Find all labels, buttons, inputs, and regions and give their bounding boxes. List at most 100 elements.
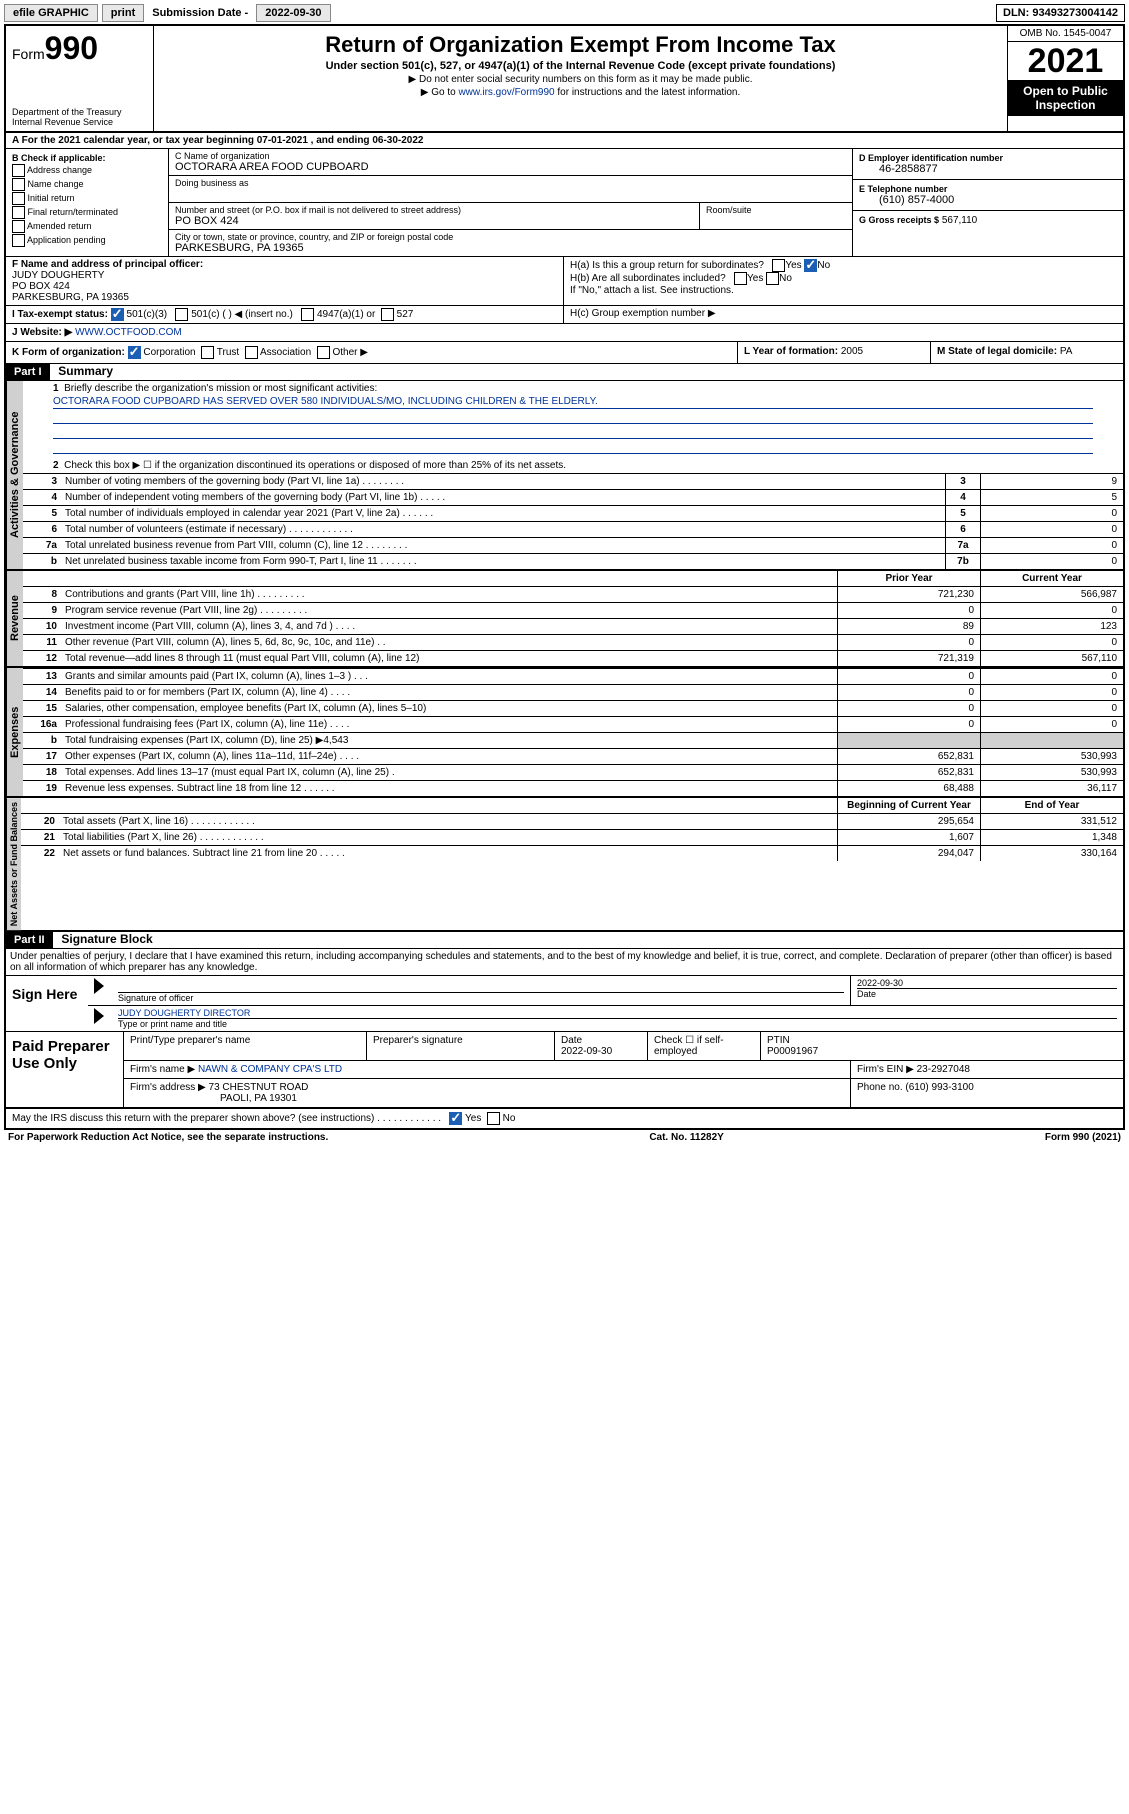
sign-here-block: Sign Here Signature of officer 2022-09-3… (6, 976, 1123, 1032)
hb-question: H(b) Are all subordinates included? Yes … (570, 272, 1117, 285)
sig-name-label: Type or print name and title (118, 1019, 1117, 1029)
irs-label: Internal Revenue Service (12, 117, 147, 127)
principal-officer-label: F Name and address of principal officer: (12, 259, 557, 270)
footer-form: Form 990 (2021) (1045, 1132, 1121, 1143)
line-12: 12 Total revenue—add lines 8 through 11 … (23, 650, 1123, 666)
irs-link[interactable]: www.irs.gov/Form990 (458, 87, 554, 98)
chk-name-change[interactable]: Name change (12, 178, 162, 191)
side-expenses: Expenses (6, 668, 23, 796)
ein-cell: D Employer identification number 46-2858… (853, 149, 1123, 180)
line-15: 15 Salaries, other compensation, employe… (23, 700, 1123, 716)
chk-527[interactable] (381, 308, 394, 321)
gov-line-3: 3 Number of voting members of the govern… (23, 473, 1123, 489)
prep-ptin: PTINP00091967 (761, 1032, 1123, 1060)
chk-501c[interactable] (175, 308, 188, 321)
gov-line-4: 4 Number of independent voting members o… (23, 489, 1123, 505)
gov-line-5: 5 Total number of individuals employed i… (23, 505, 1123, 521)
gross-receipts-cell: G Gross receipts $ 567,110 (853, 211, 1123, 230)
row-j-website: J Website: ▶ WWW.OCTFOOD.COM (6, 324, 1123, 342)
print-button[interactable]: print (102, 4, 144, 22)
line-18: 18 Total expenses. Add lines 13–17 (must… (23, 764, 1123, 780)
col-b-checkboxes: B Check if applicable: Address change Na… (6, 149, 169, 256)
line-16a: 16a Professional fundraising fees (Part … (23, 716, 1123, 732)
hb-no[interactable] (766, 272, 779, 285)
line-20: 20 Total assets (Part X, line 16) . . . … (21, 813, 1123, 829)
chk-amended[interactable]: Amended return (12, 220, 162, 233)
row-klm: K Form of organization: Corporation Trus… (6, 342, 1123, 364)
form-title: Return of Organization Exempt From Incom… (164, 32, 997, 58)
may-irs-no[interactable] (487, 1112, 500, 1125)
prep-date: Date2022-09-30 (555, 1032, 648, 1060)
website-link[interactable]: WWW.OCTFOOD.COM (75, 327, 182, 338)
open-to-public: Open to PublicInspection (1008, 80, 1123, 116)
row-f-h: F Name and address of principal officer:… (6, 257, 1123, 306)
chk-app-pending[interactable]: Application pending (12, 234, 162, 247)
chk-initial-return[interactable]: Initial return (12, 192, 162, 205)
prep-sig-lbl: Preparer's signature (367, 1032, 555, 1060)
ha-yes[interactable] (772, 259, 785, 272)
line-11: 11 Other revenue (Part VIII, column (A),… (23, 634, 1123, 650)
prep-self-emp: Check ☐ if self-employed (648, 1032, 761, 1060)
signer-name[interactable]: JUDY DOUGHERTY DIRECTOR (118, 1008, 250, 1018)
chk-trust[interactable] (201, 346, 214, 359)
line-17: 17 Other expenses (Part IX, column (A), … (23, 748, 1123, 764)
city-cell: City or town, state or province, country… (169, 230, 852, 256)
chk-address-change[interactable]: Address change (12, 164, 162, 177)
omb-number: OMB No. 1545-0047 (1008, 26, 1123, 42)
org-name-cell: C Name of organization OCTORARA AREA FOO… (169, 149, 852, 176)
subdate-value: 2022-09-30 (256, 4, 330, 22)
side-revenue: Revenue (6, 571, 23, 666)
hc-group-exemption: H(c) Group exemption number ▶ (564, 306, 1123, 323)
officer-addr1: PO BOX 424 (12, 281, 557, 292)
line-10: 10 Investment income (Part VIII, column … (23, 618, 1123, 634)
side-governance: Activities & Governance (6, 381, 23, 569)
footer-left: For Paperwork Reduction Act Notice, see … (8, 1132, 328, 1143)
paid-preparer-block: Paid Preparer Use Only Print/Type prepar… (6, 1032, 1123, 1109)
officer-name: JUDY DOUGHERTY (12, 270, 557, 281)
may-irs-discuss: May the IRS discuss this return with the… (6, 1109, 1123, 1128)
gov-line-b: b Net unrelated business taxable income … (23, 553, 1123, 569)
room-suite: Room/suite (699, 203, 852, 229)
note-link: ▶ Go to www.irs.gov/Form990 for instruct… (164, 87, 997, 98)
line-16b: b Total fundraising expenses (Part IX, c… (23, 732, 1123, 748)
arrow-icon (94, 978, 104, 994)
paid-preparer-label: Paid Preparer Use Only (6, 1032, 124, 1107)
ha-question: H(a) Is this a group return for subordin… (570, 259, 1117, 272)
address-cell: Number and street (or P.O. box if mail i… (169, 203, 852, 230)
chk-4947[interactable] (301, 308, 314, 321)
section-net-assets: Net Assets or Fund Balances Beginning of… (6, 798, 1123, 932)
chk-final-return[interactable]: Final return/terminated (12, 206, 162, 219)
efile-button[interactable]: efile GRAPHIC (4, 4, 98, 22)
gov-line-6: 6 Total number of volunteers (estimate i… (23, 521, 1123, 537)
firm-name: Firm's name ▶ NAWN & COMPANY CPA'S LTD (124, 1061, 851, 1078)
form-header: Form990 Department of the Treasury Inter… (6, 26, 1123, 133)
sig-date-label: Date (857, 988, 1117, 999)
line-9: 9 Program service revenue (Part VIII, li… (23, 602, 1123, 618)
ha-no[interactable] (804, 259, 817, 272)
firm-ein: Firm's EIN ▶ 23-2927048 (851, 1061, 1123, 1078)
chk-corp[interactable] (128, 346, 141, 359)
line-14: 14 Benefits paid to or for members (Part… (23, 684, 1123, 700)
chk-other[interactable] (317, 346, 330, 359)
row-i: I Tax-exempt status: 501(c)(3) 501(c) ( … (6, 306, 1123, 324)
q1-mission: 1 Briefly describe the organization's mi… (23, 381, 1123, 458)
hb-yes[interactable] (734, 272, 747, 285)
form-number: Form990 (12, 30, 147, 67)
revenue-header-row: Prior Year Current Year (23, 571, 1123, 586)
part-1-header: Part I Summary (6, 364, 1123, 381)
firm-address: Firm's address ▶ 73 CHESTNUT ROAD PAOLI,… (124, 1079, 851, 1107)
chk-assoc[interactable] (245, 346, 258, 359)
may-irs-yes[interactable] (449, 1112, 462, 1125)
dba-cell: Doing business as (169, 176, 852, 203)
note-ssn: ▶ Do not enter social security numbers o… (164, 74, 997, 85)
line-21: 21 Total liabilities (Part X, line 26) .… (21, 829, 1123, 845)
officer-addr2: PARKESBURG, PA 19365 (12, 292, 557, 303)
section-revenue: Revenue Prior Year Current Year 8 Contri… (6, 571, 1123, 668)
row-a-tax-year: A For the 2021 calendar year, or tax yea… (6, 133, 1123, 149)
firm-phone: Phone no. (610) 993-3100 (851, 1079, 1123, 1107)
line-8: 8 Contributions and grants (Part VIII, l… (23, 586, 1123, 602)
chk-501c3[interactable] (111, 308, 124, 321)
state-domicile: M State of legal domicile: PA (930, 342, 1123, 363)
sign-here-label: Sign Here (6, 976, 88, 1031)
penalty-statement: Under penalties of perjury, I declare th… (6, 949, 1123, 976)
